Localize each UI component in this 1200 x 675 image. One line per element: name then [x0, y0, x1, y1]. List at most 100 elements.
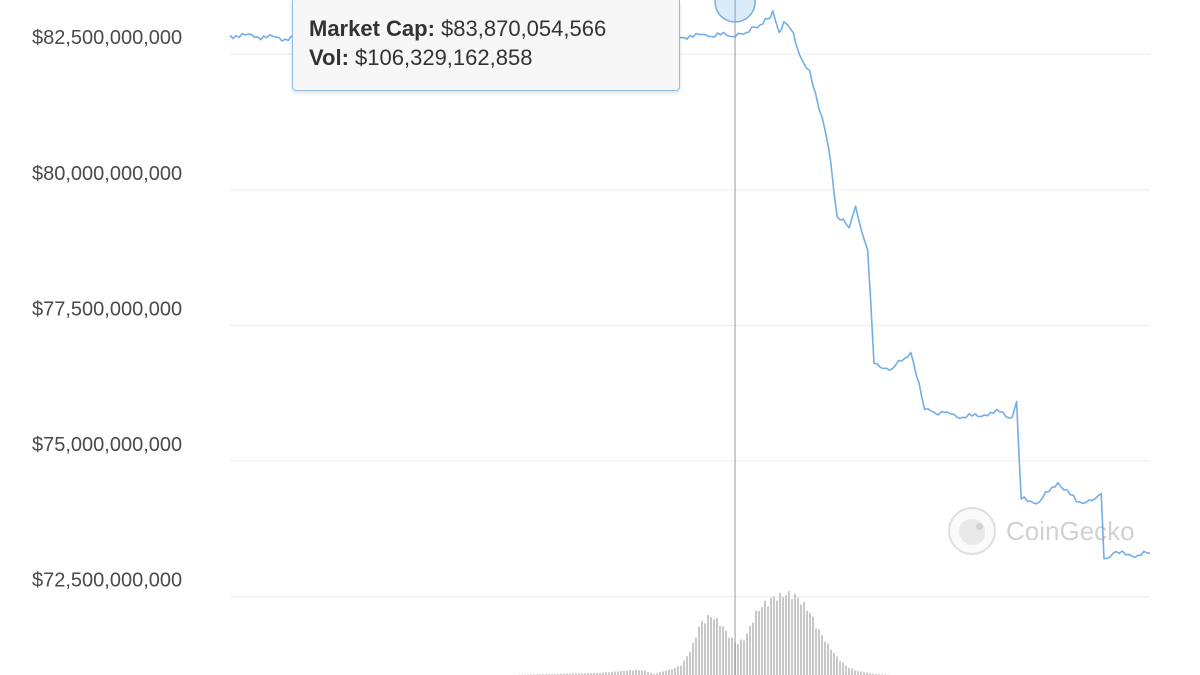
volume-bar — [593, 673, 595, 675]
volume-bar — [833, 653, 835, 675]
volume-bar — [581, 673, 583, 675]
volume-bar — [728, 637, 730, 675]
volume-bar — [770, 597, 772, 675]
volume-bar — [596, 672, 598, 675]
y-tick-label: $82,500,000,000 — [32, 27, 182, 49]
volume-bar — [752, 622, 754, 675]
volume-bar — [599, 672, 601, 675]
volume-bar — [605, 672, 607, 675]
volume-bar — [665, 670, 667, 675]
volume-bar — [764, 600, 766, 675]
volume-bar — [602, 672, 604, 675]
volume-bar — [650, 672, 652, 675]
volume-bar — [680, 665, 682, 675]
volume-bar — [773, 596, 775, 675]
volume-bar — [818, 629, 820, 675]
volume-bar — [791, 599, 793, 675]
volume-bar — [848, 667, 850, 675]
volume-bar — [851, 668, 853, 675]
volume-bar — [686, 656, 688, 675]
volume-bar — [857, 671, 859, 675]
volume-bar — [698, 626, 700, 675]
volume-bar — [620, 670, 622, 675]
volume-bar — [647, 672, 649, 675]
volume-bar — [800, 604, 802, 675]
volume-bar — [623, 671, 625, 675]
coingecko-logo-icon — [948, 507, 996, 555]
volume-bar — [584, 673, 586, 675]
volume-bar — [743, 640, 745, 675]
volume-bar — [632, 670, 634, 675]
volume-bar — [806, 610, 808, 675]
volume-bar — [569, 673, 571, 675]
watermark-text: CoinGecko — [1006, 515, 1135, 546]
volume-bar — [692, 642, 694, 675]
volume-bar — [587, 673, 589, 675]
volume-bar — [860, 671, 862, 675]
volume-bar — [869, 673, 871, 675]
volume-bar — [614, 671, 616, 675]
volume-bar — [638, 670, 640, 675]
volume-bar — [866, 672, 868, 675]
volume-bar — [590, 673, 592, 675]
volume-bar — [641, 670, 643, 675]
volume-bar — [836, 656, 838, 675]
volume-bar — [830, 649, 832, 675]
volume-bar — [707, 614, 709, 675]
y-tick-label: $72,500,000,000 — [32, 570, 182, 592]
y-tick-label: $75,000,000,000 — [32, 434, 182, 456]
volume-bar — [815, 628, 817, 675]
volume-bar — [575, 673, 577, 675]
volume-bar — [797, 597, 799, 675]
volume-bar — [779, 592, 781, 675]
volume-bar — [689, 651, 691, 675]
volume-bar — [554, 673, 556, 675]
volume-bar — [812, 616, 814, 675]
volume-bar — [671, 669, 673, 675]
coingecko-watermark: CoinGecko — [948, 505, 1135, 557]
volume-bar — [659, 672, 661, 675]
volume-bar — [794, 593, 796, 675]
tooltip-volume-value: $106,329,162,858 — [355, 45, 533, 70]
volume-bar — [563, 673, 565, 675]
volume-bar — [713, 619, 715, 675]
volume-bar — [662, 671, 664, 675]
volume-bar — [653, 673, 655, 675]
volume-bar — [566, 673, 568, 675]
volume-bar — [668, 669, 670, 675]
hover-point-marker — [714, 0, 756, 23]
hover-tooltip: Market Cap: $83,870,054,566 Vol: $106,32… — [292, 0, 680, 91]
tooltip-volume-row: Vol: $106,329,162,858 — [309, 43, 679, 72]
volume-bar — [560, 673, 562, 675]
volume-bar — [611, 671, 613, 675]
volume-bar — [875, 673, 877, 675]
volume-bar — [674, 667, 676, 675]
volume-bars — [518, 591, 889, 675]
volume-bar — [677, 666, 679, 675]
volume-bar — [839, 661, 841, 675]
volume-bar — [557, 673, 559, 675]
volume-bar — [746, 633, 748, 675]
tooltip-market-cap-value: $83,870,054,566 — [441, 16, 607, 41]
volume-bar — [635, 669, 637, 675]
volume-bar — [701, 621, 703, 675]
volume-bar — [842, 662, 844, 675]
volume-bar — [872, 673, 874, 675]
volume-bar — [785, 595, 787, 675]
volume-bar — [767, 606, 769, 675]
volume-bar — [710, 617, 712, 675]
volume-bar — [761, 607, 763, 675]
volume-bar — [782, 597, 784, 675]
volume-bar — [755, 610, 757, 675]
volume-bar — [656, 673, 658, 675]
volume-bar — [788, 591, 790, 675]
tooltip-market-cap-row: Market Cap: $83,870,054,566 — [309, 14, 679, 43]
volume-bar — [776, 600, 778, 675]
volume-bar — [608, 672, 610, 675]
volume-bar — [719, 625, 721, 675]
volume-bar — [737, 643, 739, 675]
market-cap-series[interactable] — [229, 10, 1151, 560]
volume-bar — [725, 630, 727, 675]
volume-bar — [758, 611, 760, 675]
